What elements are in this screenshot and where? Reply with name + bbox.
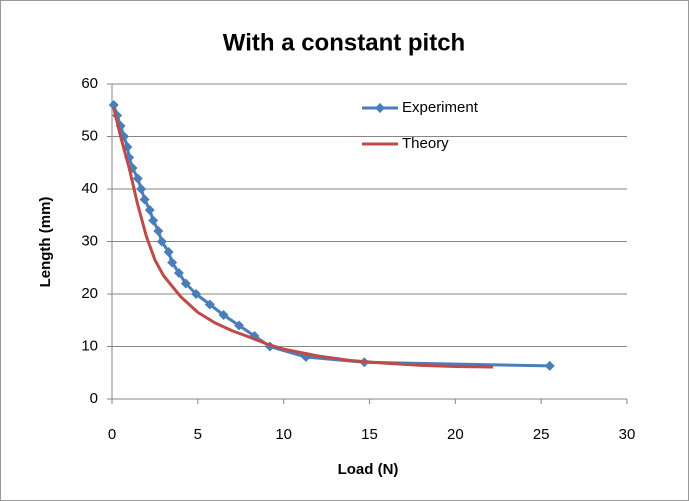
data-point	[144, 205, 155, 215]
data-point	[218, 310, 229, 320]
data-point	[139, 194, 150, 205]
data-point	[156, 236, 167, 247]
data-point	[204, 299, 215, 310]
y-tick-label: 20	[81, 285, 98, 302]
x-axis-label: Load (N)	[338, 461, 399, 478]
x-tick-label: 15	[361, 426, 378, 443]
legend-label: Theory	[402, 135, 449, 152]
x-tick-label: 10	[275, 426, 292, 443]
data-point	[167, 257, 178, 268]
data-point	[153, 226, 164, 236]
x-tick-label: 30	[619, 426, 636, 443]
series-line	[112, 107, 494, 369]
x-tick-label: 20	[447, 426, 464, 443]
data-point	[173, 268, 184, 278]
data-point	[544, 360, 555, 371]
legend-label: Experiment	[402, 99, 479, 116]
x-tick-label: 25	[533, 426, 550, 443]
x-tick-label: 0	[108, 426, 116, 443]
data-point	[163, 247, 174, 257]
legend-marker	[375, 103, 385, 113]
data-point	[148, 215, 159, 226]
y-tick-label: 40	[81, 180, 98, 197]
y-axis-label: Length (mm)	[37, 197, 54, 288]
data-point	[234, 320, 245, 331]
y-tick-label: 50	[81, 127, 98, 144]
data-point	[108, 100, 119, 110]
y-tick-label: 10	[81, 337, 98, 354]
y-tick-label: 30	[81, 232, 98, 249]
data-point	[180, 278, 191, 289]
y-tick-label: 0	[90, 390, 98, 407]
x-tick-label: 5	[194, 426, 202, 443]
data-point	[136, 184, 147, 194]
data-point	[132, 173, 143, 184]
data-point	[124, 152, 135, 163]
chart-title: With a constant pitch	[223, 29, 465, 56]
y-tick-label: 60	[81, 75, 98, 92]
data-point	[191, 289, 202, 299]
